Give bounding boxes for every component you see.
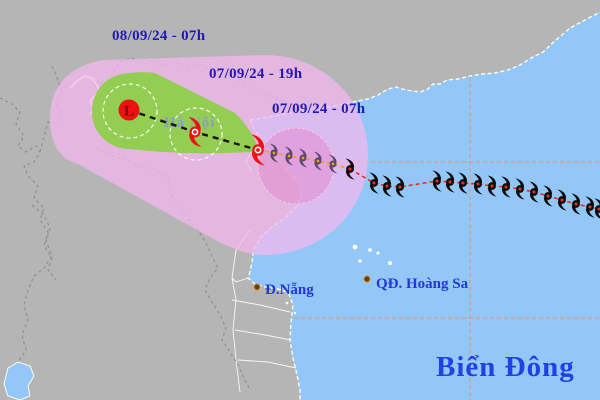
radius-circle-48h [102,83,158,139]
past-position-symbol [585,196,595,218]
past-position-symbol [382,175,392,197]
vietnam-coastline [247,119,303,400]
island [368,248,372,252]
timestamp-48h-label: 08/09/24 - 07h [112,28,206,44]
past-position-symbol [557,189,567,211]
border-nw [0,97,57,281]
border-laos-thailand [17,204,53,363]
forecast-radius-circles [102,83,223,161]
past-position-symbol [501,176,511,198]
forecast-area-green [92,72,259,154]
island [352,244,358,250]
danang-label: Đ.Nẵng [265,282,314,298]
island [285,301,289,305]
recent-position-symbol [328,154,338,174]
past-position-symbol [529,181,539,203]
past-position-symbol [458,172,468,194]
past-position-symbol [345,158,355,180]
island [387,260,393,266]
timestamp-24h-label: 07/09/24 - 19h [209,66,303,82]
coastlines [247,11,600,400]
past-position-symbol [445,171,455,193]
hoangsa-islands [285,244,393,315]
lake [3,361,35,400]
recent-position-symbol [269,143,279,163]
hoangsa-dot [363,275,371,283]
province-line [234,329,292,341]
past-position-symbol [432,170,442,192]
storm-wind-circle [257,127,335,205]
recent-position-symbol [313,151,323,171]
past-position-symbol [473,173,483,195]
past-position-symbol [594,198,600,220]
past-position-symbol [487,175,497,197]
recent-position-symbol [298,148,308,168]
island [293,311,297,315]
border-vn-laos [94,147,251,391]
timestamp-current-label: 07/09/24 - 07h [272,101,366,117]
province-line [237,359,297,369]
china-coastline [249,11,600,121]
hanoi-label: Hà Nội [164,115,215,131]
low-pressure-glyph: L [124,104,134,120]
low-pressure-marker: L [118,99,140,121]
current-storm-symbol [251,134,265,166]
past-position-symbol [369,172,379,194]
past-position-symbol [515,178,525,200]
radius-circle-24h [169,107,223,161]
border-nw-2 [39,65,63,153]
recent-position-symbol [284,146,294,166]
past-position-symbol [395,176,405,198]
past-position-symbol [571,193,581,215]
storm-symbols-layer: L [118,99,600,220]
province-line [231,277,249,283]
province-line [231,229,251,393]
hoangsa-label: QĐ. Hoàng Sa [376,276,469,292]
danang-dot [253,283,261,291]
island [358,259,362,263]
past-position-symbol [543,185,553,207]
province-line [231,299,291,313]
sea-name-label: Biển Đông [436,351,575,383]
forecast-24h-storm-symbol [188,117,202,147]
past-track-line-red [349,168,600,210]
island [376,251,380,255]
